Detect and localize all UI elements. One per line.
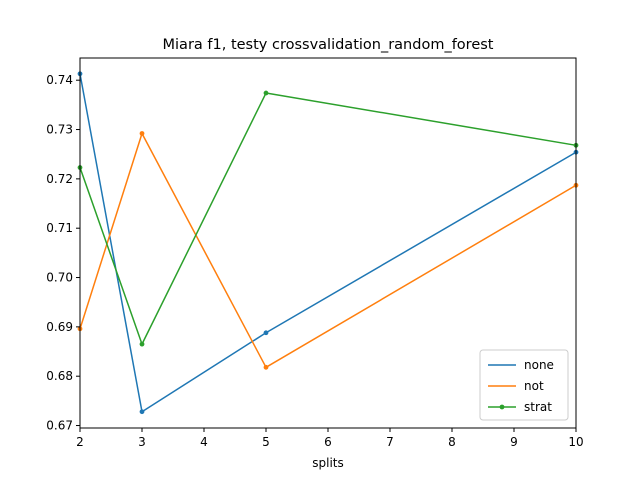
x-tick-label: 6 <box>324 435 332 449</box>
x-tick-label: 10 <box>568 435 583 449</box>
legend-label-not: not <box>524 379 544 393</box>
data-point-not <box>139 131 145 136</box>
y-tick-label: 0.67 <box>46 419 73 433</box>
x-axis: 2 3 4 5 6 7 8 9 10 <box>76 428 584 449</box>
x-tick-label: 7 <box>386 435 394 449</box>
y-tick-label: 0.70 <box>46 271 73 285</box>
data-point-strat <box>139 341 145 347</box>
y-tick-label: 0.73 <box>46 123 73 137</box>
data-point-not <box>263 364 269 370</box>
series-line-strat <box>79 92 577 345</box>
legend-label-none: none <box>524 358 554 372</box>
series-line-not <box>79 132 577 369</box>
data-point-none <box>139 409 145 415</box>
data-point-strat <box>263 90 269 96</box>
data-point-none <box>263 330 269 336</box>
y-tick-label: 0.72 <box>46 172 73 186</box>
y-tick-label: 0.69 <box>46 320 73 334</box>
y-tick-label: 0.68 <box>46 369 73 383</box>
x-tick-label: 5 <box>262 435 270 449</box>
series-line-none <box>79 73 577 413</box>
legend-marker-strat <box>499 404 505 410</box>
x-axis-label: splits <box>312 456 344 470</box>
y-axis: 0.67 0.68 0.69 0.70 0.71 0.72 0.73 0.74 <box>46 73 80 433</box>
legend-label-strat: strat <box>524 400 552 414</box>
x-tick-label: 2 <box>76 435 84 449</box>
x-tick-label: 9 <box>510 435 518 449</box>
y-tick-label: 0.71 <box>46 221 73 235</box>
chart-title: Miara f1, testy crossvalidation_random_f… <box>163 37 494 53</box>
x-tick-label: 8 <box>448 435 456 449</box>
legend: none not strat <box>479 349 569 421</box>
plot-area <box>77 71 579 415</box>
legend-box <box>479 349 569 421</box>
y-tick-label: 0.74 <box>46 73 73 87</box>
x-tick-label: 4 <box>200 435 208 449</box>
x-tick-label: 3 <box>138 435 146 449</box>
